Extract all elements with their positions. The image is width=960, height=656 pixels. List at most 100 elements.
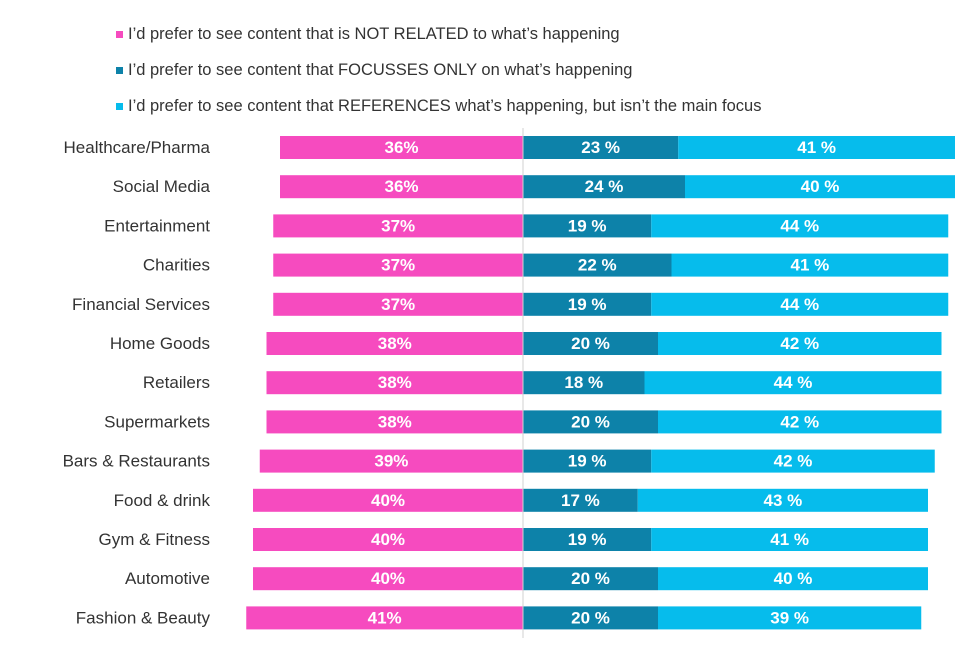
bar-not-related	[253, 528, 523, 551]
data-label-not-related: 41%	[368, 608, 402, 627]
bar-focusses-only	[523, 292, 652, 316]
data-label-references: 39 %	[770, 608, 809, 627]
data-label-not-related: 37%	[381, 295, 415, 314]
data-label-references: 44 %	[780, 295, 819, 314]
data-label-references: 42 %	[780, 412, 819, 431]
category-label: Food & drink	[114, 491, 211, 510]
bar-not-related	[280, 175, 523, 199]
data-label-focusses-only: 17 %	[561, 491, 600, 510]
data-label-focusses-only: 20 %	[571, 412, 610, 431]
bar-focusses-only	[523, 488, 638, 512]
data-label-not-related: 40%	[371, 530, 405, 549]
data-label-focusses-only: 23 %	[581, 138, 620, 157]
category-label: Charities	[143, 256, 210, 275]
bar-not-related	[253, 567, 523, 591]
data-label-references: 40 %	[774, 569, 813, 588]
data-label-references: 42 %	[780, 334, 819, 353]
legend-label-references: I’d prefer to see content that REFERENCE…	[128, 96, 762, 115]
data-label-not-related: 37%	[381, 216, 415, 235]
data-label-not-related: 38%	[378, 334, 412, 353]
legend-item-focusses-only: I’d prefer to see content that FOCUSSES …	[116, 52, 761, 88]
bar-not-related	[253, 488, 523, 512]
data-label-focusses-only: 19 %	[568, 452, 607, 471]
data-label-references: 40 %	[801, 177, 840, 196]
legend-item-references: I’d prefer to see content that REFERENCE…	[116, 88, 761, 124]
data-label-not-related: 36%	[384, 177, 418, 196]
bar-focusses-only	[523, 253, 672, 277]
bar-references	[658, 606, 922, 630]
bar-focusses-only	[523, 136, 679, 159]
bar-references	[637, 488, 928, 512]
legend-swatch-focusses-only	[116, 66, 123, 74]
bar-references	[685, 175, 955, 199]
legend-swatch-references	[116, 102, 123, 110]
legend-swatch-not-related	[116, 30, 123, 38]
data-label-focusses-only: 20 %	[571, 334, 610, 353]
bar-not-related	[259, 449, 523, 473]
bar-references	[651, 292, 949, 316]
bar-references	[651, 528, 928, 551]
bar-references	[651, 449, 935, 473]
bar-references	[678, 136, 955, 159]
data-label-references: 41 %	[797, 138, 836, 157]
category-label: Social Media	[113, 177, 211, 196]
data-label-not-related: 37%	[381, 256, 415, 275]
bar-not-related	[273, 253, 523, 277]
bar-not-related	[266, 410, 523, 434]
category-label: Automotive	[125, 569, 210, 588]
category-label: Home Goods	[110, 334, 210, 353]
bar-focusses-only	[523, 175, 685, 199]
bar-focusses-only	[523, 449, 652, 473]
category-label: Financial Services	[72, 295, 210, 314]
data-label-references: 41 %	[770, 530, 809, 549]
bar-not-related	[273, 292, 523, 316]
chart-legend: I’d prefer to see content that is NOT RE…	[116, 16, 761, 124]
data-label-focusses-only: 24 %	[585, 177, 624, 196]
data-label-focusses-only: 20 %	[571, 569, 610, 588]
data-label-not-related: 40%	[371, 491, 405, 510]
data-label-not-related: 38%	[378, 412, 412, 431]
data-label-not-related: 39%	[374, 452, 408, 471]
category-label: Retailers	[143, 373, 210, 392]
data-label-not-related: 36%	[384, 138, 418, 157]
bar-focusses-only	[523, 567, 658, 591]
bar-references	[671, 253, 949, 277]
bar-focusses-only	[523, 528, 652, 551]
bar-references	[658, 410, 942, 434]
bar-focusses-only	[523, 332, 658, 355]
data-label-focusses-only: 19 %	[568, 295, 607, 314]
bar-references	[658, 567, 928, 591]
bar-focusses-only	[523, 214, 652, 238]
data-label-not-related: 40%	[371, 569, 405, 588]
legend-item-not-related: I’d prefer to see content that is NOT RE…	[116, 16, 761, 52]
category-label: Fashion & Beauty	[76, 608, 211, 627]
data-label-references: 44 %	[780, 216, 819, 235]
bar-not-related	[266, 332, 523, 355]
bar-not-related	[280, 136, 523, 159]
data-label-focusses-only: 19 %	[568, 530, 607, 549]
bar-references	[658, 332, 942, 355]
category-label: Supermarkets	[104, 412, 210, 431]
data-label-focusses-only: 19 %	[568, 216, 607, 235]
legend-label-focusses-only: I’d prefer to see content that FOCUSSES …	[128, 60, 633, 79]
data-label-focusses-only: 20 %	[571, 608, 610, 627]
bar-focusses-only	[523, 410, 658, 434]
category-label: Gym & Fitness	[99, 530, 210, 549]
legend-label-not-related: I’d prefer to see content that is NOT RE…	[128, 24, 620, 43]
category-label: Entertainment	[104, 216, 210, 235]
bar-references	[651, 214, 949, 238]
data-label-not-related: 38%	[378, 373, 412, 392]
category-label: Healthcare/Pharma	[64, 138, 211, 157]
bar-not-related	[266, 371, 523, 395]
bar-not-related	[273, 214, 523, 238]
data-label-references: 42 %	[774, 452, 813, 471]
data-label-references: 43 %	[764, 491, 803, 510]
bar-focusses-only	[523, 371, 645, 395]
data-label-references: 44 %	[774, 373, 813, 392]
bar-references	[644, 371, 942, 395]
bar-focusses-only	[523, 606, 658, 630]
data-label-references: 41 %	[791, 256, 830, 275]
bar-not-related	[246, 606, 523, 630]
data-label-focusses-only: 18 %	[564, 373, 603, 392]
